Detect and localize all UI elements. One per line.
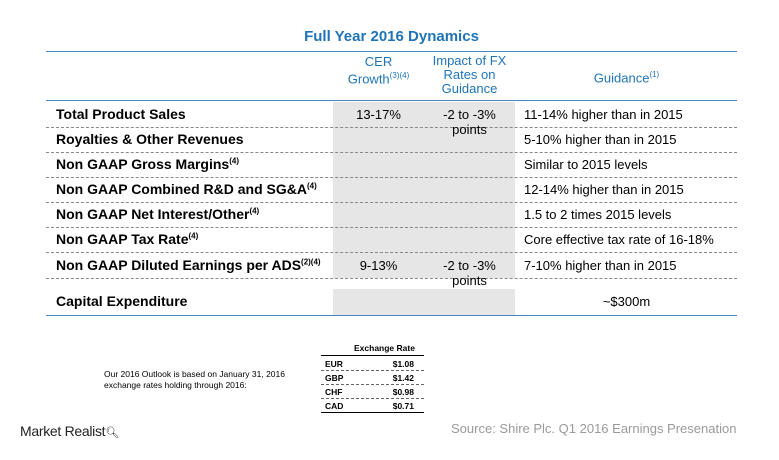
- currency-rate: $1.42: [392, 373, 414, 383]
- cer-value: 13-17%: [356, 107, 401, 122]
- header-divider: [46, 100, 737, 101]
- guidance-value: Similar to 2015 levels: [524, 157, 648, 172]
- table-row: Non GAAP Combined R&D and SG&A(4) 12-14%…: [46, 177, 737, 203]
- guidance-value: 11-14% higher than in 2015: [524, 107, 683, 122]
- currency-rate: $0.71: [392, 401, 414, 411]
- table-row: Non GAAP Gross Margins(4) Similar to 201…: [46, 152, 737, 178]
- outlook-note: Our 2016 Outlook is based on January 31,…: [104, 369, 285, 390]
- table-row: Non GAAP Tax Rate(4) Core effective tax …: [46, 227, 737, 253]
- capex-value: ~$300m: [602, 294, 651, 309]
- currency-rate: $0.98: [392, 387, 414, 397]
- fx-column-shade: [333, 102, 515, 278]
- currency-rate: $1.08: [392, 359, 414, 369]
- exchange-row-divider: [321, 384, 424, 385]
- guidance-value: 1.5 to 2 times 2015 levels: [524, 207, 672, 222]
- row-label: Non GAAP Net Interest/Other(4): [56, 206, 260, 222]
- currency-code: EUR: [325, 359, 343, 369]
- brand-name: Market Realist: [20, 423, 106, 439]
- row-label: Total Product Sales: [56, 106, 186, 122]
- column-header-fx: Impact of FX Rates on Guidance: [424, 54, 515, 96]
- currency-code: GBP: [325, 373, 344, 383]
- guidance-value: 12-14% higher than in 2015: [524, 182, 684, 197]
- fx-header-line2: Rates on: [443, 67, 496, 82]
- title-divider: [46, 51, 737, 52]
- row-label: Non GAAP Diluted Earnings per ADS(2)(4): [56, 257, 321, 273]
- guidance-value: 5-10% higher than in 2015: [524, 132, 677, 147]
- guidance-value: Core effective tax rate of 16-18%: [524, 232, 714, 247]
- column-header-cer: CER Growth(3)(4): [333, 55, 424, 97]
- capex-label: Capital Expenditure: [56, 293, 188, 309]
- currency-code: CHF: [325, 387, 343, 397]
- fx-value: -2 to -3% points: [443, 107, 496, 137]
- guidance-value: 7-10% higher than in 2015: [524, 258, 677, 273]
- fx-value: -2 to -3% points: [443, 258, 496, 288]
- magnifier-icon: 🔍︎: [105, 427, 119, 439]
- source-note: Source: Shire Plc. Q1 2016 Earnings Pres…: [451, 421, 737, 436]
- table-bottom-divider: [46, 315, 737, 316]
- currency-code: CAD: [325, 401, 344, 411]
- exchange-row-divider: [321, 370, 424, 371]
- fx-header-line3: Guidance: [441, 81, 498, 96]
- capex-row: Capital Expenditure ~$300m: [46, 289, 737, 314]
- fx-header-line1: Impact of FX: [432, 53, 507, 68]
- table-row: Non GAAP Diluted Earnings per ADS(2)(4) …: [46, 253, 737, 288]
- column-header-guidance: Guidance(1): [593, 70, 660, 86]
- exchange-table-bottom-rule: [321, 412, 424, 413]
- cer-header-line1: CER: [364, 54, 393, 69]
- cer-value: 9-13%: [359, 258, 398, 273]
- page-title: Full Year 2016 Dynamics: [304, 28, 479, 45]
- cer-header-line2: Growth(3)(4): [347, 71, 410, 87]
- row-label: Non GAAP Combined R&D and SG&A(4): [56, 181, 317, 197]
- row-label: Royalties & Other Revenues: [56, 131, 244, 147]
- exchange-table-top-rule: [321, 355, 424, 356]
- exchange-row-divider: [321, 398, 424, 399]
- row-label: Non GAAP Gross Margins(4): [56, 156, 239, 172]
- table-row: Royalties & Other Revenues 5-10% higher …: [46, 127, 737, 153]
- market-realist-logo: Market Realist🔍︎: [20, 423, 119, 439]
- table-row: Non GAAP Net Interest/Other(4) 1.5 to 2 …: [46, 202, 737, 228]
- row-label: Non GAAP Tax Rate(4): [56, 231, 199, 247]
- fx-column-shade-capex: [333, 289, 515, 315]
- exchange-rate-title: Exchange Rate: [354, 343, 415, 353]
- table-row: Total Product Sales 13-17% -2 to -3% poi…: [46, 102, 737, 137]
